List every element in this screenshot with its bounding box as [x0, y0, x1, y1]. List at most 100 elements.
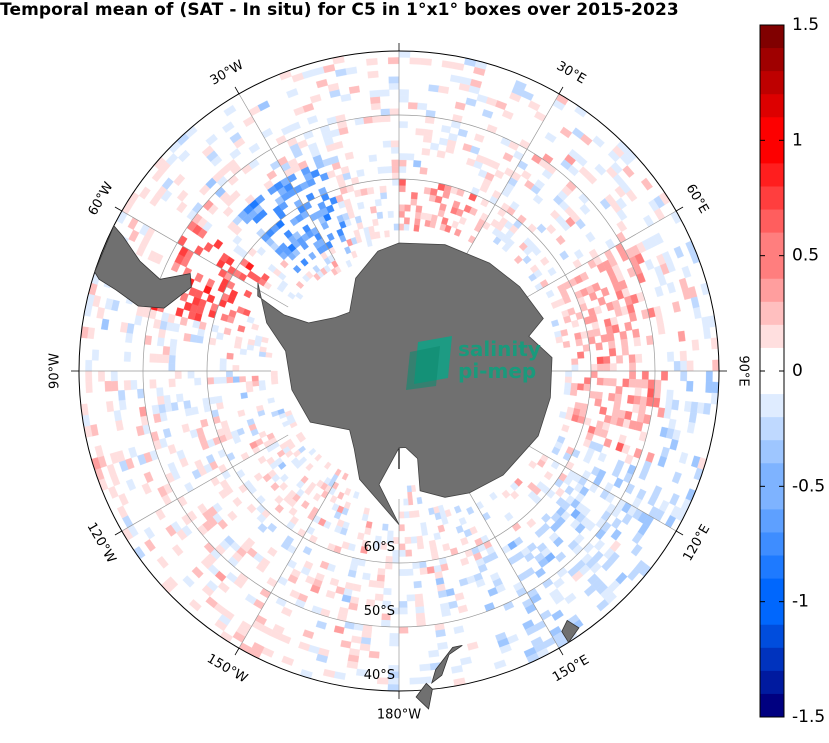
data-cell [474, 133, 485, 143]
data-cell [345, 66, 358, 75]
data-cell [628, 312, 638, 322]
data-cell [551, 609, 564, 621]
data-cell [149, 353, 157, 363]
data-cell [545, 289, 555, 299]
data-cell [197, 503, 208, 515]
colorbar-tick-label: 1 [792, 130, 803, 150]
data-cell [460, 537, 469, 546]
data-cell [315, 620, 327, 630]
colorbar-block [760, 693, 784, 718]
new-zealand [431, 645, 463, 684]
data-cell [564, 592, 577, 605]
data-cell [638, 469, 649, 481]
data-cell [458, 216, 467, 225]
colorbar-block [760, 25, 784, 49]
data-cell [292, 264, 302, 274]
antarctica [257, 242, 553, 525]
colorbar-tick-label: 0.5 [792, 246, 819, 266]
data-cell [552, 593, 565, 605]
data-cell [306, 115, 319, 125]
data-cell [237, 324, 246, 333]
colorbar-block [760, 232, 784, 257]
data-cell [451, 665, 464, 674]
data-cell [257, 522, 268, 534]
lat-label: 60°S [364, 540, 395, 555]
data-cell [157, 485, 168, 498]
data-cell [360, 546, 369, 554]
colorbar-block [760, 255, 784, 280]
data-cell [376, 211, 384, 220]
data-cell [452, 200, 461, 209]
data-cell [562, 295, 572, 305]
colorbar-block [760, 301, 784, 326]
colorbar-block [760, 578, 784, 603]
data-cell [521, 90, 534, 101]
data-cell [326, 232, 335, 242]
data-cell [200, 557, 213, 570]
data-cell [91, 349, 100, 361]
data-cell [403, 498, 409, 506]
data-cell [635, 353, 643, 363]
data-cell [703, 402, 712, 415]
data-cell [227, 510, 238, 522]
data-cell [504, 511, 514, 522]
data-cell [555, 551, 567, 563]
data-cell [561, 424, 570, 433]
data-cell [315, 653, 328, 664]
data-cell [510, 490, 520, 500]
data-cell [344, 151, 354, 161]
data-cell [149, 379, 157, 389]
data-cell [434, 512, 442, 521]
data-cell [420, 58, 432, 66]
data-cell [116, 505, 129, 519]
data-cell [387, 210, 394, 218]
data-cell [533, 269, 543, 279]
data-cell [501, 489, 511, 499]
data-cell [673, 245, 684, 259]
data-cell [419, 167, 428, 175]
data-cell [466, 506, 475, 516]
data-cell [173, 173, 186, 187]
data-cell [365, 599, 376, 607]
data-cell [582, 454, 593, 464]
data-cell [489, 160, 501, 170]
colorbar-block [760, 117, 784, 141]
data-cell [280, 540, 291, 551]
data-cell [325, 589, 336, 599]
colorbar-block [760, 670, 784, 695]
data-cell [176, 189, 189, 202]
data-cell [203, 241, 214, 253]
data-cell [470, 78, 483, 89]
lon-tick [558, 86, 564, 95]
data-cell [560, 329, 569, 337]
data-cell [219, 252, 230, 263]
data-cell [244, 194, 256, 205]
data-cell [322, 668, 336, 678]
data-cell [627, 568, 640, 582]
data-cell [205, 596, 218, 609]
data-cell [441, 217, 449, 226]
data-cell [254, 335, 263, 342]
data-cell [162, 428, 172, 439]
data-cell [243, 289, 253, 299]
data-cell [501, 109, 514, 120]
data-cell [287, 291, 296, 300]
data-cell [123, 380, 132, 391]
data-cell [191, 566, 204, 579]
colorbar-block [760, 140, 784, 164]
colorbar-block [760, 278, 784, 303]
lon-line [462, 93, 560, 261]
data-cell [256, 513, 267, 524]
data-cell [143, 526, 156, 540]
data-cell [240, 392, 248, 399]
data-cell [228, 309, 237, 318]
lon-tick [234, 647, 240, 656]
data-cell [442, 543, 451, 552]
data-cell [577, 351, 585, 359]
colorbar-block [760, 186, 784, 211]
data-cell [428, 507, 435, 516]
data-cell [579, 271, 590, 282]
data-cell [183, 333, 192, 342]
data-cell [329, 495, 338, 504]
data-cell [151, 404, 160, 415]
